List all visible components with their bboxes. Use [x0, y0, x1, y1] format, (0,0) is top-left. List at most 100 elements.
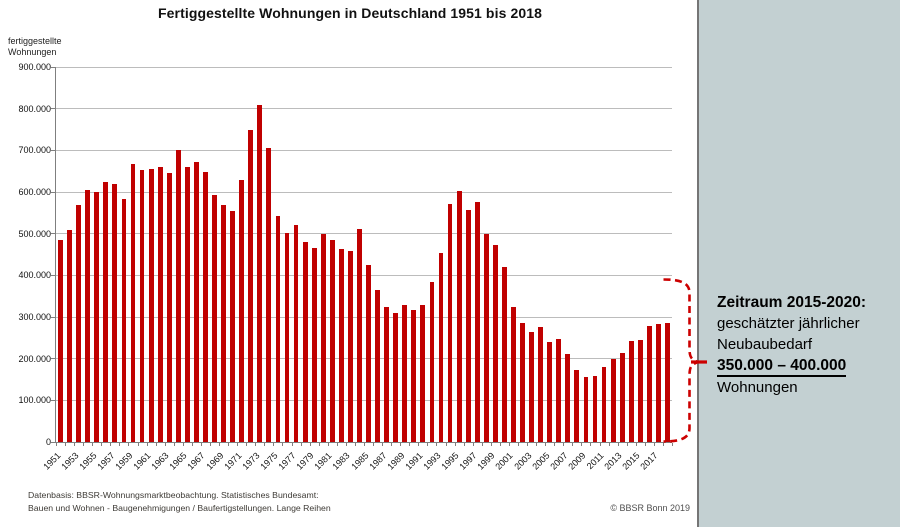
x-tickmark	[382, 443, 384, 446]
x-tickmark	[445, 443, 447, 446]
y-axis-label-700.000: 700.000	[18, 145, 51, 156]
bar-1965	[184, 166, 190, 442]
y-axis-label-0: 0	[45, 437, 51, 447]
bar-2004	[538, 327, 544, 442]
bar-1983	[348, 251, 353, 442]
x-tickmark	[92, 443, 94, 446]
x-tickmark	[662, 443, 664, 446]
annotation-line-text: geschätzter jährlicher	[717, 315, 860, 332]
x-tickmark	[246, 443, 248, 446]
x-tickmark	[672, 443, 673, 446]
bar-2000	[502, 266, 507, 442]
bar-2003	[529, 332, 534, 442]
bar-1952	[67, 230, 72, 442]
bar-1972	[248, 130, 254, 442]
x-tickmark	[518, 443, 519, 446]
bar-2007	[565, 354, 571, 442]
gridline-400.000	[56, 274, 672, 276]
x-tickmark	[545, 443, 547, 446]
y-axis-label-200.000: 200.000	[18, 353, 51, 364]
bar-1969	[221, 204, 226, 442]
bar-2015	[637, 339, 643, 442]
x-tickmark	[454, 443, 456, 446]
bar-1966	[194, 162, 199, 442]
gridline-800.000	[56, 108, 672, 110]
gridline-600.000	[56, 191, 672, 193]
x-tickmark	[508, 443, 510, 446]
sidebar-panel: Zeitraum 2015-2020: geschätzter jährliche…	[697, 0, 900, 527]
bar-1967	[203, 172, 208, 442]
bar-1970	[230, 211, 236, 442]
x-tickmark	[581, 443, 583, 446]
x-tickmark	[590, 443, 592, 446]
y-axis-label-900.000: 900.000	[18, 62, 51, 72]
bar-2001	[511, 307, 516, 442]
y-tickmark-300.000	[51, 316, 55, 318]
x-tickmark	[563, 443, 565, 446]
bar-1959	[130, 163, 136, 442]
x-tickmark	[572, 443, 574, 446]
bar-1958	[121, 198, 127, 442]
x-tickmark	[119, 443, 121, 446]
bar-2010	[592, 375, 598, 442]
x-tickmark	[74, 443, 76, 446]
bar-1996	[465, 209, 471, 442]
x-tickmark	[599, 443, 601, 446]
bar-2002	[520, 322, 525, 442]
x-tickmark	[409, 443, 411, 446]
x-tickmark	[626, 443, 628, 446]
bar-2018	[665, 323, 670, 442]
x-tickmark	[237, 443, 239, 446]
x-tickmark	[191, 443, 193, 446]
annotation-line-2: geschätzter jährlicher	[717, 313, 866, 334]
bar-1962	[157, 167, 163, 442]
y-axis-unit-label: fertiggestellte Wohnungen	[8, 36, 62, 57]
bar-1956	[103, 182, 109, 442]
gridline-500.000	[56, 233, 672, 235]
x-tickmark	[110, 443, 112, 446]
bar-1988	[393, 312, 399, 442]
x-tickmark	[200, 443, 202, 446]
bar-1951	[58, 239, 63, 442]
x-tickmark	[219, 443, 221, 446]
y-tickmark-100.000	[51, 399, 55, 401]
y-axis-label-500.000: 500.000	[18, 228, 51, 239]
y-tickmark-900.000	[51, 66, 55, 68]
annotation-line-1: Zeitraum 2015-2020:	[717, 292, 866, 313]
x-tickmark	[436, 443, 438, 446]
x-tickmark	[635, 443, 637, 446]
bar-2006	[556, 338, 562, 442]
x-tickmark	[418, 443, 420, 446]
bar-1975	[275, 215, 281, 442]
bar-1976	[284, 232, 290, 442]
x-tickmark	[228, 443, 230, 446]
x-tickmark	[282, 443, 284, 446]
annotation-line-5: Wohnungen	[717, 377, 866, 398]
bar-1982	[338, 248, 344, 442]
gridline-900.000	[56, 66, 672, 68]
gridline-100.000	[56, 399, 672, 401]
x-tickmark	[56, 443, 57, 446]
x-tickmark	[318, 443, 320, 446]
bar-1961	[148, 168, 154, 442]
bar-1954	[85, 190, 91, 442]
gridline-300.000	[56, 316, 672, 318]
annotation-line-text: Neubaubedarf	[717, 336, 813, 353]
data-source-line1: Datenbasis: BBSR-Wohnungsmarktbeobachtun…	[28, 490, 319, 500]
bar-1984	[357, 228, 362, 442]
x-tickmark	[400, 443, 402, 446]
x-tickmark	[264, 443, 266, 446]
x-tickmark	[345, 443, 347, 446]
x-tickmark	[255, 443, 257, 446]
x-tickmark	[527, 443, 529, 446]
bar-1974	[266, 147, 272, 442]
x-tickmark	[182, 443, 184, 446]
chart-title: Fertiggestellte Wohnungen in Deutschland…	[157, 5, 542, 21]
x-tickmark	[155, 443, 157, 446]
x-tickmark	[164, 443, 166, 446]
x-tickmark	[137, 443, 139, 446]
bar-1953	[76, 204, 82, 442]
x-tickmark	[644, 443, 646, 446]
bar-1997	[474, 202, 480, 442]
